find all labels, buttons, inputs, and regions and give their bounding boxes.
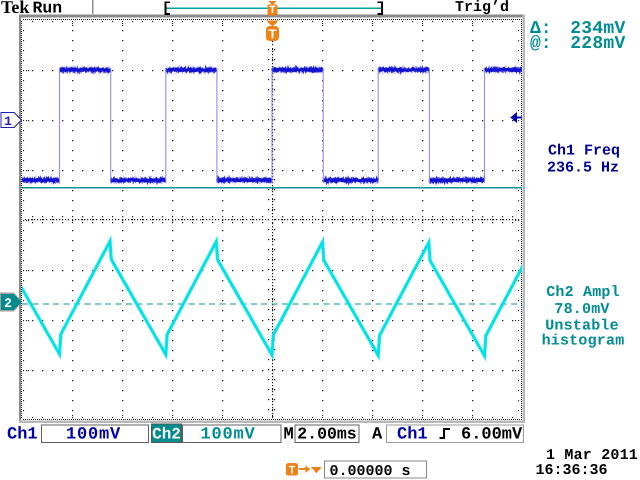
svg-text:234mV: 234mV: [570, 19, 625, 39]
svg-text:T: T: [289, 465, 296, 477]
svg-text:Ch1 Freq: Ch1 Freq: [548, 143, 620, 160]
svg-text:T: T: [269, 4, 276, 16]
svg-text:228mV: 228mV: [570, 34, 625, 54]
svg-text:Ch2: Ch2: [152, 426, 181, 444]
svg-text:Trig’d: Trig’d: [455, 0, 509, 16]
svg-text:Ch1: Ch1: [7, 426, 38, 445]
svg-text:@:: @:: [530, 34, 552, 54]
svg-text:100mV: 100mV: [200, 426, 255, 445]
svg-text:Unstable: Unstable: [545, 318, 619, 335]
svg-text:2.00ms: 2.00ms: [297, 425, 356, 444]
svg-text:16:36:36: 16:36:36: [535, 462, 607, 479]
svg-text:236.5 Hz: 236.5 Hz: [547, 160, 619, 177]
svg-text:Ch2 Ampl: Ch2 Ampl: [546, 284, 620, 301]
svg-text:T: T: [269, 27, 277, 42]
svg-text:Tek: Tek: [1, 0, 29, 17]
svg-text:100mV: 100mV: [66, 426, 121, 445]
svg-text:1 Mar 2011: 1 Mar 2011: [546, 447, 638, 464]
svg-text:Ch1: Ch1: [397, 426, 428, 445]
svg-text:Run: Run: [33, 0, 63, 18]
svg-text:Δ:: Δ:: [530, 19, 552, 39]
svg-text:78.0mV: 78.0mV: [554, 301, 609, 318]
svg-text:6.00mV: 6.00mV: [461, 426, 523, 445]
svg-text:M: M: [284, 426, 294, 445]
svg-text:2: 2: [4, 296, 12, 311]
svg-text:histogram: histogram: [542, 332, 625, 349]
svg-text:A: A: [372, 426, 383, 445]
svg-text:0.00000 s: 0.00000 s: [330, 463, 411, 480]
svg-text:1: 1: [4, 114, 12, 129]
